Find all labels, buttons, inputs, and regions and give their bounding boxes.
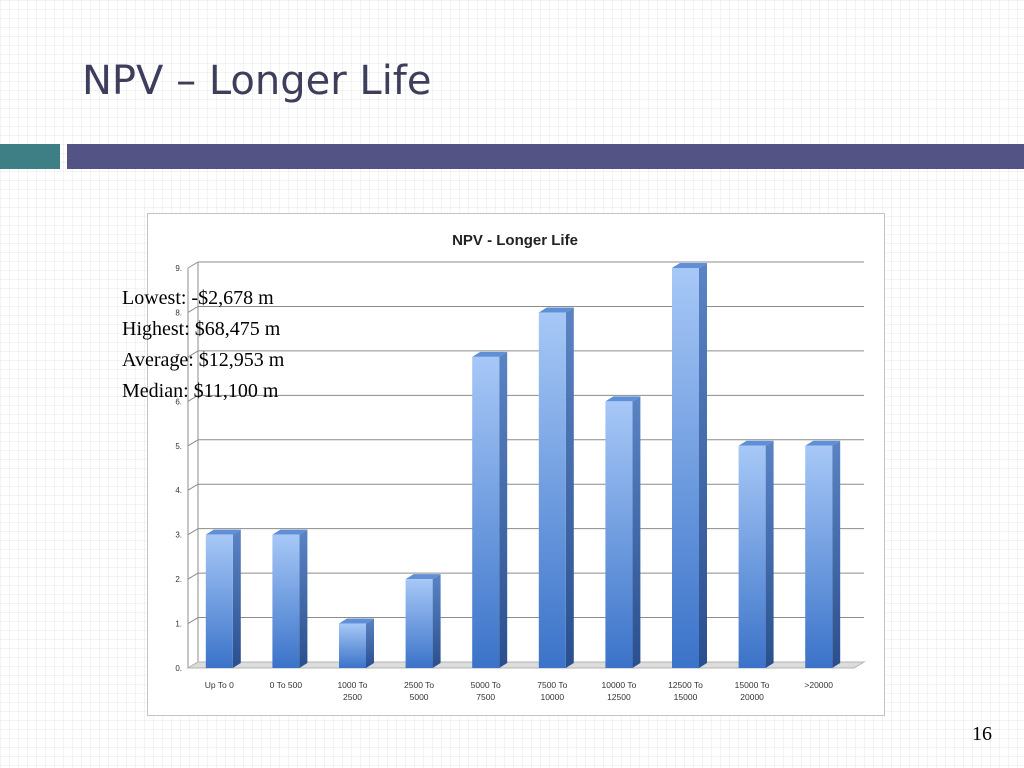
bar-front bbox=[272, 534, 300, 668]
y-tick-label: 9. bbox=[175, 264, 182, 273]
y-tick-label: 4. bbox=[175, 486, 182, 495]
bar-top bbox=[538, 307, 574, 313]
x-tick-label: 12500 To bbox=[668, 680, 703, 690]
y-tick-label: 3. bbox=[175, 531, 182, 540]
grid-depth-line bbox=[187, 617, 199, 624]
stat-highest: Highest: $68,475 m bbox=[122, 318, 281, 340]
y-tick-label: 0. bbox=[175, 664, 182, 673]
bar-top bbox=[672, 263, 707, 268]
bar-side bbox=[299, 529, 308, 668]
bar bbox=[805, 440, 841, 668]
x-tick-label: 10000 To bbox=[601, 680, 636, 690]
bar bbox=[272, 529, 308, 668]
bar-side bbox=[699, 263, 707, 668]
x-tick-label: 7500 bbox=[476, 692, 495, 702]
chart-title: NPV - Longer Life bbox=[452, 232, 578, 249]
bar bbox=[672, 263, 707, 668]
x-tick-label: 15000 bbox=[674, 692, 698, 702]
x-tick-label: 12500 bbox=[607, 692, 631, 702]
accent-bar-teal bbox=[0, 144, 60, 169]
bar bbox=[538, 307, 574, 668]
stat-lowest: Lowest: -$2,678 m bbox=[122, 287, 274, 309]
bar-top bbox=[272, 529, 308, 535]
bar-front bbox=[738, 445, 766, 668]
x-tick-label: 2500 bbox=[343, 692, 362, 702]
bar-side bbox=[499, 351, 508, 668]
grid-depth-line bbox=[187, 439, 199, 447]
x-tick-label: 5000 bbox=[410, 692, 429, 702]
grid-depth-line bbox=[187, 483, 199, 491]
y-tick-label: 5. bbox=[175, 442, 182, 451]
y-tick-label: 6. bbox=[175, 397, 182, 406]
bar bbox=[472, 351, 508, 668]
bar-side bbox=[232, 529, 241, 668]
bar-front bbox=[405, 579, 433, 668]
y-tick-label: 1. bbox=[175, 620, 182, 629]
bar-side bbox=[366, 618, 374, 668]
x-tick-label: 1000 To bbox=[337, 680, 367, 690]
grid-depth-line bbox=[187, 394, 199, 402]
chart-frame: NPV - Longer Life 0. 1. 2. 3. 4. 5. 6. 7. 8. 9. Up… bbox=[147, 213, 885, 716]
x-tick-label: 5000 To bbox=[471, 680, 501, 690]
x-tick-label: >20000 bbox=[804, 680, 833, 690]
bar-front bbox=[605, 401, 633, 668]
bar-front bbox=[205, 534, 233, 668]
bar-front bbox=[805, 445, 833, 668]
bar-top bbox=[805, 440, 841, 446]
bar-top bbox=[605, 396, 641, 402]
y-tick-label: 7. bbox=[175, 353, 182, 362]
x-tick-label: 7500 To bbox=[537, 680, 567, 690]
slide-title: NPV – Longer Life bbox=[82, 58, 432, 104]
bar-front bbox=[538, 312, 566, 668]
bar bbox=[605, 396, 641, 668]
x-tick-label: Up To 0 bbox=[205, 680, 234, 690]
x-tick-label: 10000 bbox=[540, 692, 564, 702]
grid-depth-line bbox=[187, 261, 199, 269]
y-tick-label: 8. bbox=[175, 308, 182, 317]
x-tick-label: 0 To 500 bbox=[270, 680, 303, 690]
bar-side bbox=[565, 307, 574, 668]
bar-top bbox=[205, 529, 241, 535]
bar bbox=[405, 574, 441, 668]
bar bbox=[339, 618, 374, 668]
bar-front bbox=[672, 268, 699, 668]
bar bbox=[738, 440, 774, 668]
stat-average: Average: $12,953 m bbox=[122, 349, 285, 371]
grid-depth-line bbox=[187, 350, 199, 358]
bar-top bbox=[405, 574, 441, 580]
accent-bar-navy bbox=[67, 144, 1024, 169]
x-tick-label: 15000 To bbox=[735, 680, 770, 690]
stats-box: Lowest: -$2,678 m Highest: $68,475 m Ave… bbox=[122, 283, 284, 407]
bar-top bbox=[339, 618, 374, 624]
bar-side bbox=[832, 440, 841, 668]
stat-median: Median: $11,100 m bbox=[122, 380, 279, 402]
bar-side bbox=[632, 396, 641, 668]
x-tick-label: 20000 bbox=[740, 692, 764, 702]
bar bbox=[205, 529, 241, 668]
npv-bar-chart: NPV - Longer Life 0. 1. 2. 3. 4. 5. 6. 7. 8. 9. Up… bbox=[175, 232, 866, 702]
bar-front bbox=[339, 623, 366, 668]
bar-side bbox=[432, 574, 441, 668]
grid-depth-line bbox=[187, 572, 199, 580]
bar-top bbox=[738, 440, 774, 446]
bar-front bbox=[472, 356, 500, 668]
x-tick-label: 2500 To bbox=[404, 680, 434, 690]
bar-top bbox=[472, 351, 508, 357]
grid-depth-line bbox=[187, 306, 199, 313]
bar-side bbox=[765, 440, 774, 668]
page-number: 16 bbox=[972, 723, 992, 745]
grid-depth-line bbox=[187, 528, 199, 536]
y-tick-label: 2. bbox=[175, 575, 182, 584]
